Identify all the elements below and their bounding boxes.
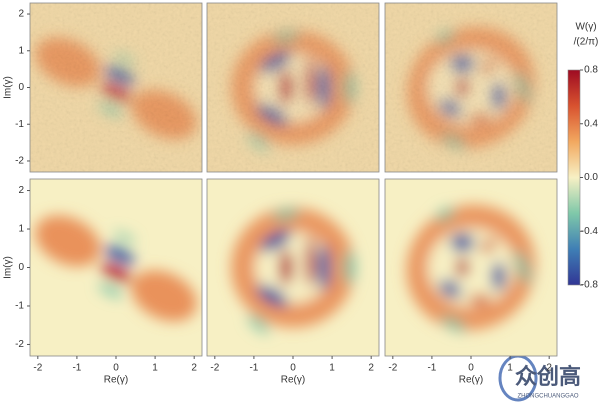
x-tick-label: 0 — [468, 363, 474, 374]
y-tick-label: 2 — [18, 9, 24, 20]
panel: -2 -1 0 1 2 Re(γ) — [206, 178, 380, 386]
panel — [206, 2, 380, 173]
colorbar-tick-label: 0.0 — [584, 172, 598, 183]
field-feature — [279, 249, 293, 286]
field — [385, 3, 557, 172]
field-feature — [35, 215, 101, 267]
x-tick-label: 2 — [546, 363, 552, 374]
colorbar-tick-label: -0.4 — [581, 226, 599, 237]
x-tick-label: 2 — [191, 363, 197, 374]
panel — [384, 2, 558, 173]
colorbar-title: W(γ) — [575, 22, 596, 33]
y-tick-label: 1 — [18, 45, 24, 56]
y-tick-label: 0 — [18, 262, 24, 273]
field-feature — [469, 294, 490, 305]
y-tick-label: -1 — [15, 119, 24, 130]
x-tick-label: -1 — [72, 363, 81, 374]
watermark-name: 众创高 — [515, 364, 581, 389]
field-feature — [450, 233, 475, 252]
noise — [385, 3, 557, 172]
y-axis-label: Im(γ) — [3, 256, 14, 279]
y-axis-label: Im(γ) — [3, 76, 14, 99]
x-axis-label: Re(γ) — [281, 375, 305, 386]
field — [207, 179, 379, 356]
panel: -2 -1 0 1 2 Re(γ) — [384, 178, 558, 386]
y-tick-label: 1 — [18, 224, 24, 235]
field — [385, 179, 557, 356]
x-tick-label: 2 — [368, 363, 374, 374]
x-tick-label: -2 — [33, 363, 42, 374]
x-tick-label: 0 — [113, 363, 119, 374]
field-feature — [131, 270, 197, 322]
panel: -2 -1 0 1 2 Im(γ) -2 -1 0 1 2 Re(γ) — [3, 178, 203, 386]
colorbar-tick-label: 0.8 — [584, 65, 598, 76]
watermark: 众创高 ZHONGCHUANGGAO — [498, 354, 581, 402]
field — [30, 3, 202, 172]
field-feature — [441, 315, 467, 333]
x-tick-label: -1 — [249, 363, 258, 374]
x-axis-label: Re(γ) — [104, 375, 128, 386]
x-tick-label: -2 — [210, 363, 219, 374]
x-axis-label: Re(γ) — [459, 375, 483, 386]
y-tick-label: 2 — [18, 185, 24, 196]
colorbar-tick-label: -0.8 — [581, 280, 599, 291]
x-tick-label: 0 — [290, 363, 296, 374]
y-tick-label: -2 — [15, 156, 24, 167]
panel-frame — [206, 2, 380, 173]
field-feature — [439, 280, 462, 298]
field-blobs — [35, 215, 197, 322]
y-tick-label: -2 — [15, 339, 24, 350]
colorbar — [567, 69, 581, 286]
field-feature — [100, 263, 132, 282]
watermark-subtitle: ZHONGCHUANGGAO — [517, 394, 578, 400]
field-blobs — [231, 207, 355, 334]
noise — [207, 3, 379, 172]
field-feature — [514, 250, 531, 285]
field-feature — [305, 237, 316, 287]
field-feature — [260, 230, 292, 252]
field-feature — [113, 231, 136, 244]
colorbar-unit: /(2/π) — [574, 37, 599, 48]
field — [207, 3, 379, 172]
field-feature — [491, 262, 506, 291]
field-feature — [480, 239, 497, 253]
field-feature — [272, 208, 300, 221]
field-feature — [103, 245, 136, 265]
panel-frame — [384, 2, 558, 173]
field-feature — [344, 249, 355, 286]
y-tick-label: -1 — [15, 301, 24, 312]
field — [30, 179, 202, 356]
field-feature — [257, 285, 288, 307]
panel: -2 -1 0 1 2 Im(γ) — [3, 2, 203, 173]
x-tick-label: -1 — [427, 363, 436, 374]
noise — [30, 3, 202, 172]
field-blobs — [406, 204, 536, 333]
x-tick-label: 1 — [329, 363, 335, 374]
colorbar-tick-label: 0.4 — [584, 118, 598, 129]
y-tick-label: 0 — [18, 82, 24, 93]
x-tick-label: 1 — [507, 363, 513, 374]
field-feature — [98, 283, 124, 298]
field-feature — [455, 258, 470, 277]
x-tick-label: 1 — [152, 363, 158, 374]
x-tick-label: -2 — [388, 363, 397, 374]
field-feature — [317, 244, 330, 291]
field-feature — [247, 314, 270, 334]
field-feature — [435, 207, 455, 222]
